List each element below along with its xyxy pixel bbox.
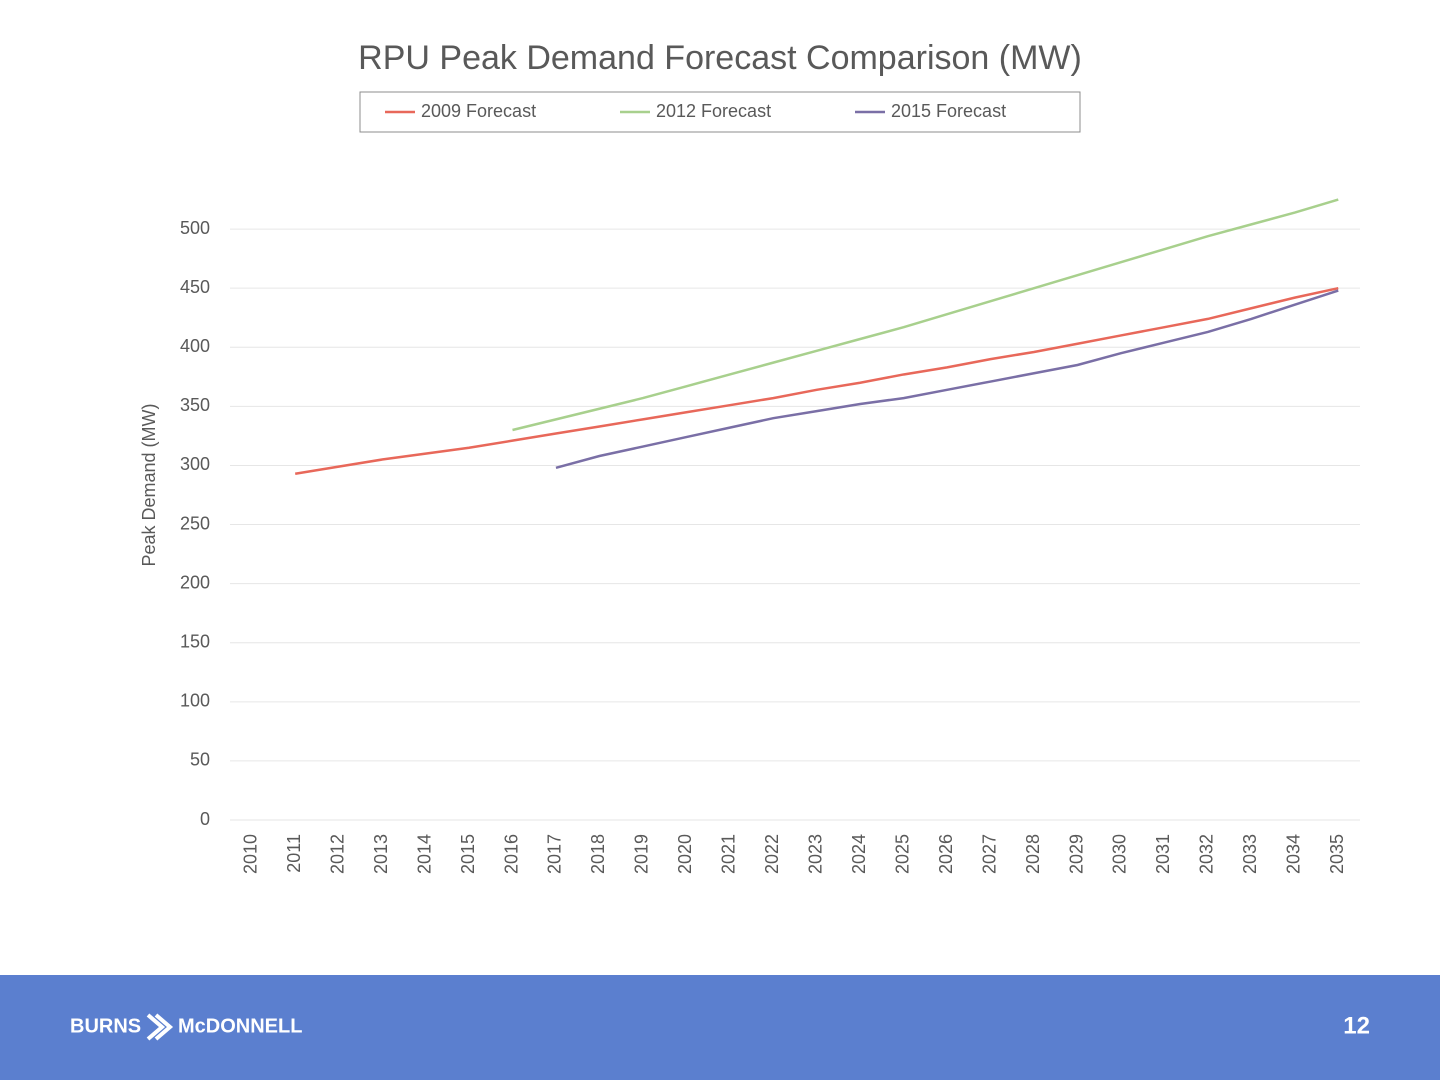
logo-text: McDONNELL: [178, 1015, 302, 1037]
x-tick-label: 2027: [979, 834, 999, 874]
x-tick-label: 2021: [719, 834, 739, 874]
x-tick-label: 2026: [936, 834, 956, 874]
x-tick-label: 2032: [1197, 834, 1217, 874]
legend-label: 2012 Forecast: [656, 101, 771, 121]
x-tick-label: 2031: [1153, 834, 1173, 874]
x-tick-label: 2030: [1110, 834, 1130, 874]
y-tick-label: 500: [180, 218, 210, 238]
x-tick-label: 2028: [1023, 834, 1043, 874]
x-tick-label: 2024: [849, 834, 869, 874]
x-tick-label: 2015: [458, 834, 478, 874]
y-tick-label: 50: [190, 750, 210, 770]
x-tick-label: 2017: [545, 834, 565, 874]
y-tick-label: 250: [180, 513, 210, 533]
y-tick-label: 300: [180, 454, 210, 474]
chart-title: RPU Peak Demand Forecast Comparison (MW): [358, 39, 1082, 77]
y-tick-label: 0: [200, 809, 210, 829]
x-tick-label: 2034: [1284, 834, 1304, 874]
line-series: [512, 198, 1339, 432]
x-tick-label: 2023: [805, 834, 825, 874]
footer-bar: [0, 975, 1440, 1080]
line-series: [294, 286, 1339, 475]
legend-box: [359, 91, 1081, 133]
x-tick-label: 2014: [414, 834, 434, 874]
y-tick-label: 350: [180, 395, 210, 415]
logo-mark: [146, 1013, 174, 1041]
line-series: [555, 289, 1339, 470]
x-tick-label: 2029: [1066, 834, 1086, 874]
logo-text: BURNS: [70, 1015, 141, 1037]
legend-label: 2009 Forecast: [421, 101, 536, 121]
x-tick-label: 2022: [762, 834, 782, 874]
y-axis-label: Peak Demand (MW): [139, 403, 159, 566]
page-number: 12: [1343, 1012, 1370, 1039]
y-tick-label: 100: [180, 691, 210, 711]
legend-label: 2015 Forecast: [891, 101, 1006, 121]
x-tick-label: 2018: [588, 834, 608, 874]
x-tick-label: 2033: [1240, 834, 1260, 874]
x-tick-label: 2025: [892, 834, 912, 874]
x-tick-label: 2010: [240, 834, 260, 874]
x-tick-label: 2035: [1327, 834, 1347, 874]
y-tick-label: 150: [180, 631, 210, 651]
x-tick-label: 2013: [371, 834, 391, 874]
x-tick-label: 2012: [327, 834, 347, 874]
x-tick-label: 2016: [501, 834, 521, 874]
x-tick-label: 2019: [632, 834, 652, 874]
y-tick-label: 200: [180, 572, 210, 592]
x-tick-label: 2020: [675, 834, 695, 874]
legend: 2009 Forecast 2012 Forecast 2015 Forecast: [385, 101, 1006, 121]
x-tick-label: 2011: [284, 834, 304, 873]
y-tick-label: 450: [180, 277, 210, 297]
y-tick-label: 400: [180, 336, 210, 356]
